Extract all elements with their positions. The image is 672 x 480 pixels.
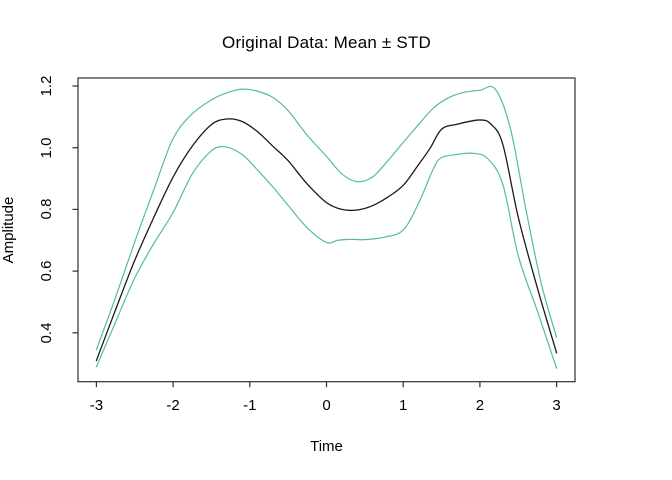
plot-title: Original Data: Mean ± STD xyxy=(222,33,431,52)
upper-std-line xyxy=(95,85,558,351)
lower-std-line xyxy=(95,145,558,369)
x-tick-label: 1 xyxy=(399,397,408,414)
y-tick-label: 0.6 xyxy=(38,260,55,282)
y-tick-label: 1.0 xyxy=(38,137,55,159)
mean-line xyxy=(95,118,558,362)
x-axis-label: Time xyxy=(310,438,343,455)
y-tick-label: 0.4 xyxy=(38,322,55,344)
x-tick-label: 2 xyxy=(475,397,485,414)
x-tick-label: -3 xyxy=(89,397,104,414)
x-tick-label: 3 xyxy=(552,397,561,414)
x-tick-label: 0 xyxy=(322,397,331,414)
x-tick-label: -2 xyxy=(166,397,180,414)
plot-frame xyxy=(77,77,576,383)
y-tick-label: 0.8 xyxy=(38,198,55,220)
x-tick-label: -1 xyxy=(243,397,257,414)
y-tick-label: 1.2 xyxy=(38,75,55,97)
y-axis-label: Amplitude xyxy=(0,196,17,264)
